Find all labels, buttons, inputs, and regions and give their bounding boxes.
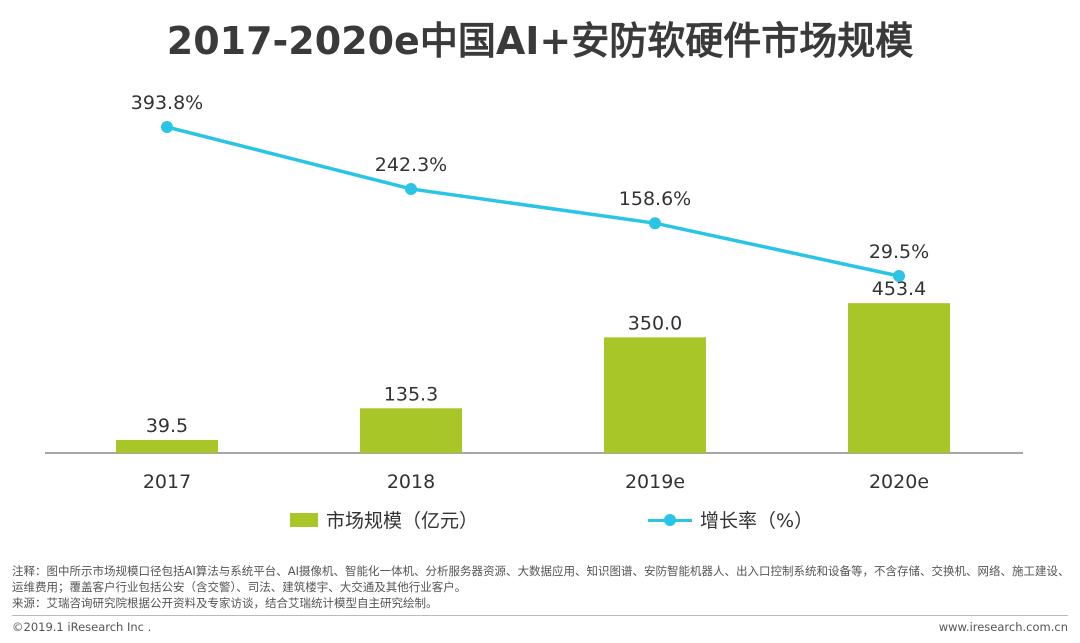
growth-rate-point bbox=[893, 270, 905, 282]
x-tick-label: 2017 bbox=[143, 471, 191, 493]
chart-title: 2017-2020e中国AI+安防软硬件市场规模 bbox=[166, 19, 914, 63]
notes-annotation: 注释：图中所示市场规模口径包括AI算法与系统平台、AI摄像机、智能化一体机、分析… bbox=[12, 564, 1070, 594]
x-tick-label: 2019e bbox=[625, 471, 685, 493]
bar-2020e bbox=[848, 303, 950, 453]
notes: 注释：图中所示市场规模口径包括AI算法与系统平台、AI摄像机、智能化一体机、分析… bbox=[12, 563, 1072, 611]
bar-value-label: 135.3 bbox=[384, 383, 438, 405]
growth-rate-label: 158.6% bbox=[619, 188, 691, 210]
chart: 39.5 2017 135.3 2018 350.0 2019e 453.4 2020e 393… bbox=[45, 92, 1023, 493]
growth-rate-point bbox=[405, 182, 417, 195]
bar-value-label: 39.5 bbox=[146, 415, 188, 437]
footer-website: www.iresearch.com.cn bbox=[938, 620, 1068, 634]
bar-value-label: 453.4 bbox=[872, 278, 926, 300]
legend-line-item: 增长率（%） bbox=[648, 506, 813, 533]
bar-2018 bbox=[360, 408, 462, 453]
footer-copyright: ©2019.1 iResearch Inc . bbox=[12, 620, 152, 634]
growth-rate-label: 393.8% bbox=[131, 92, 203, 114]
notes-source: 来源：艾瑞咨询研究院根据公开资料及专家访谈，结合艾瑞统计模型自主研究绘制。 bbox=[12, 596, 438, 610]
growth-rate-line bbox=[166, 125, 900, 278]
bar-2017 bbox=[116, 439, 218, 453]
bar-2019e bbox=[604, 337, 706, 453]
growth-rate-label: 29.5% bbox=[869, 241, 929, 263]
legend-line-label: 增长率（%） bbox=[700, 510, 814, 532]
legend-bar-swatch bbox=[290, 512, 318, 527]
legend-bar-item: 市场规模（亿元） bbox=[290, 506, 478, 533]
growth-rate-label: 242.3% bbox=[375, 154, 447, 176]
legend: 市场规模（亿元） 增长率（%） bbox=[290, 506, 983, 533]
bar-value-label: 350.0 bbox=[628, 312, 682, 334]
legend-bar-label: 市场规模（亿元） bbox=[326, 510, 479, 532]
x-tick-label: 2018 bbox=[387, 471, 435, 493]
x-tick-label: 2020e bbox=[869, 471, 929, 493]
footer-divider bbox=[12, 615, 1068, 616]
legend-line-swatch bbox=[648, 513, 693, 527]
growth-rate-point bbox=[161, 121, 173, 133]
growth-rate-point bbox=[649, 217, 661, 230]
